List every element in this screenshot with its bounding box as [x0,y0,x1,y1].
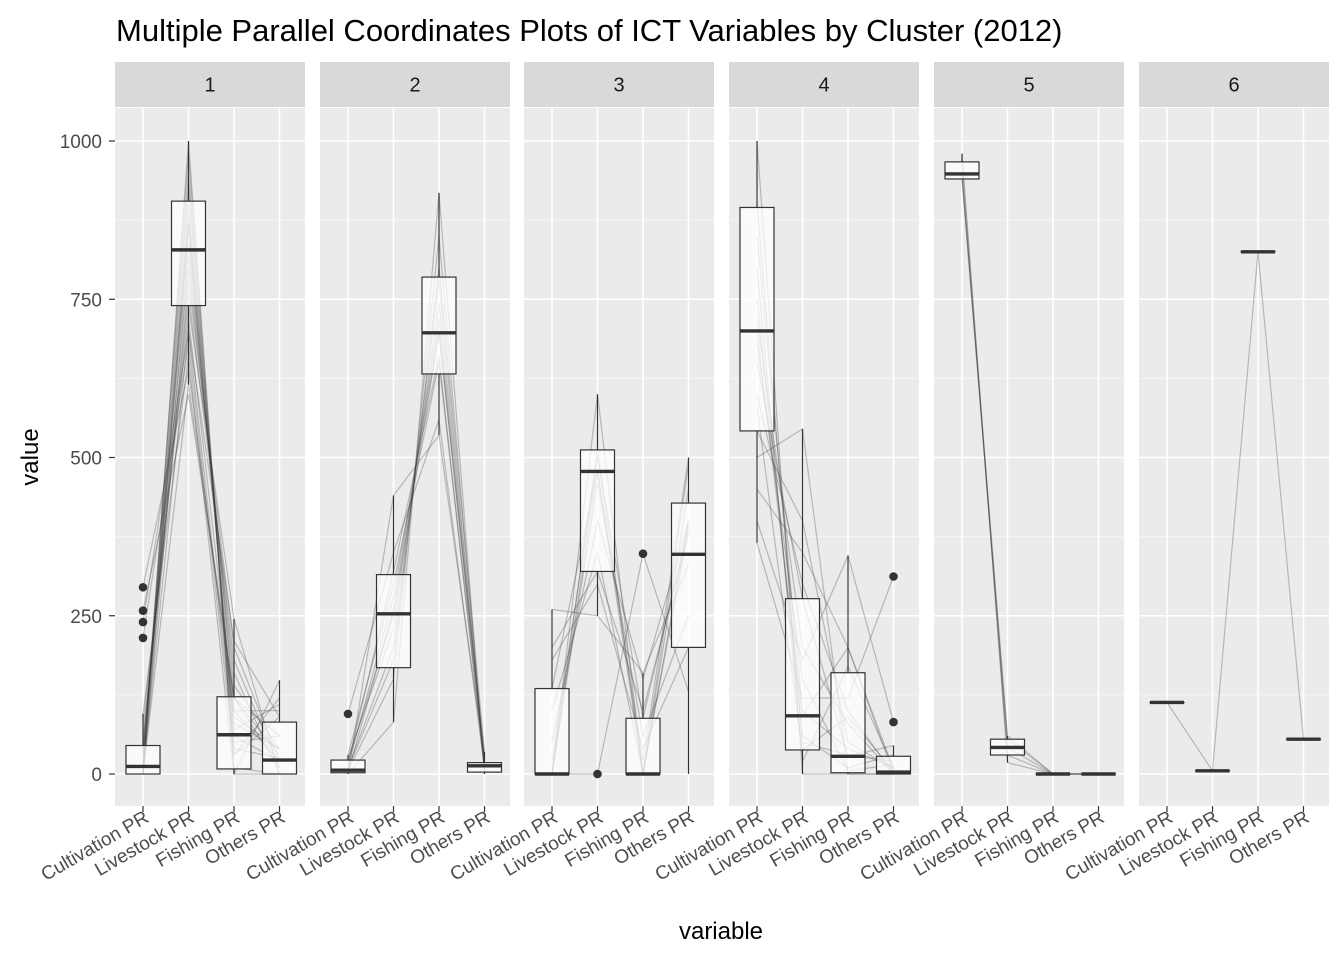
y-tick-label: 1000 [60,132,102,153]
outlier-point [139,618,148,627]
box-iqr [172,201,206,305]
facet-strip-label: 4 [818,75,829,97]
facet-strip-label: 5 [1023,75,1034,97]
box-iqr [945,162,979,179]
y-tick-label: 500 [70,449,102,470]
y-tick-label: 750 [70,290,102,311]
outlier-point [344,710,353,719]
outlier-point [593,770,602,779]
chart-title: Multiple Parallel Coordinates Plots of I… [116,13,1063,48]
box-iqr [740,207,774,430]
box-iqr [626,718,660,774]
box-iqr [786,599,820,750]
facet-strip-label: 1 [204,75,215,97]
facet-strip-label: 6 [1228,75,1239,97]
box-iqr [126,746,160,774]
box-iqr [672,503,706,647]
outlier-point [889,572,898,581]
box-iqr [377,575,411,668]
outlier-point [889,718,898,727]
outlier-point [139,606,148,615]
outlier-point [139,634,148,643]
y-tick-label: 250 [70,607,102,628]
x-axis-label: variable [679,918,763,945]
y-axis: 0 250 500 750 1000 [60,132,115,786]
facet-strip-label: 3 [613,75,624,97]
box-iqr [422,277,456,374]
box-iqr [263,722,297,774]
outlier-point [639,549,648,558]
facet-strip-label: 2 [409,75,420,97]
box-iqr [535,689,569,774]
box-iqr [581,450,615,572]
outlier-point [139,583,148,592]
y-axis-label: value [17,428,44,485]
y-tick-label: 0 [91,765,102,786]
box-iqr [217,697,251,769]
